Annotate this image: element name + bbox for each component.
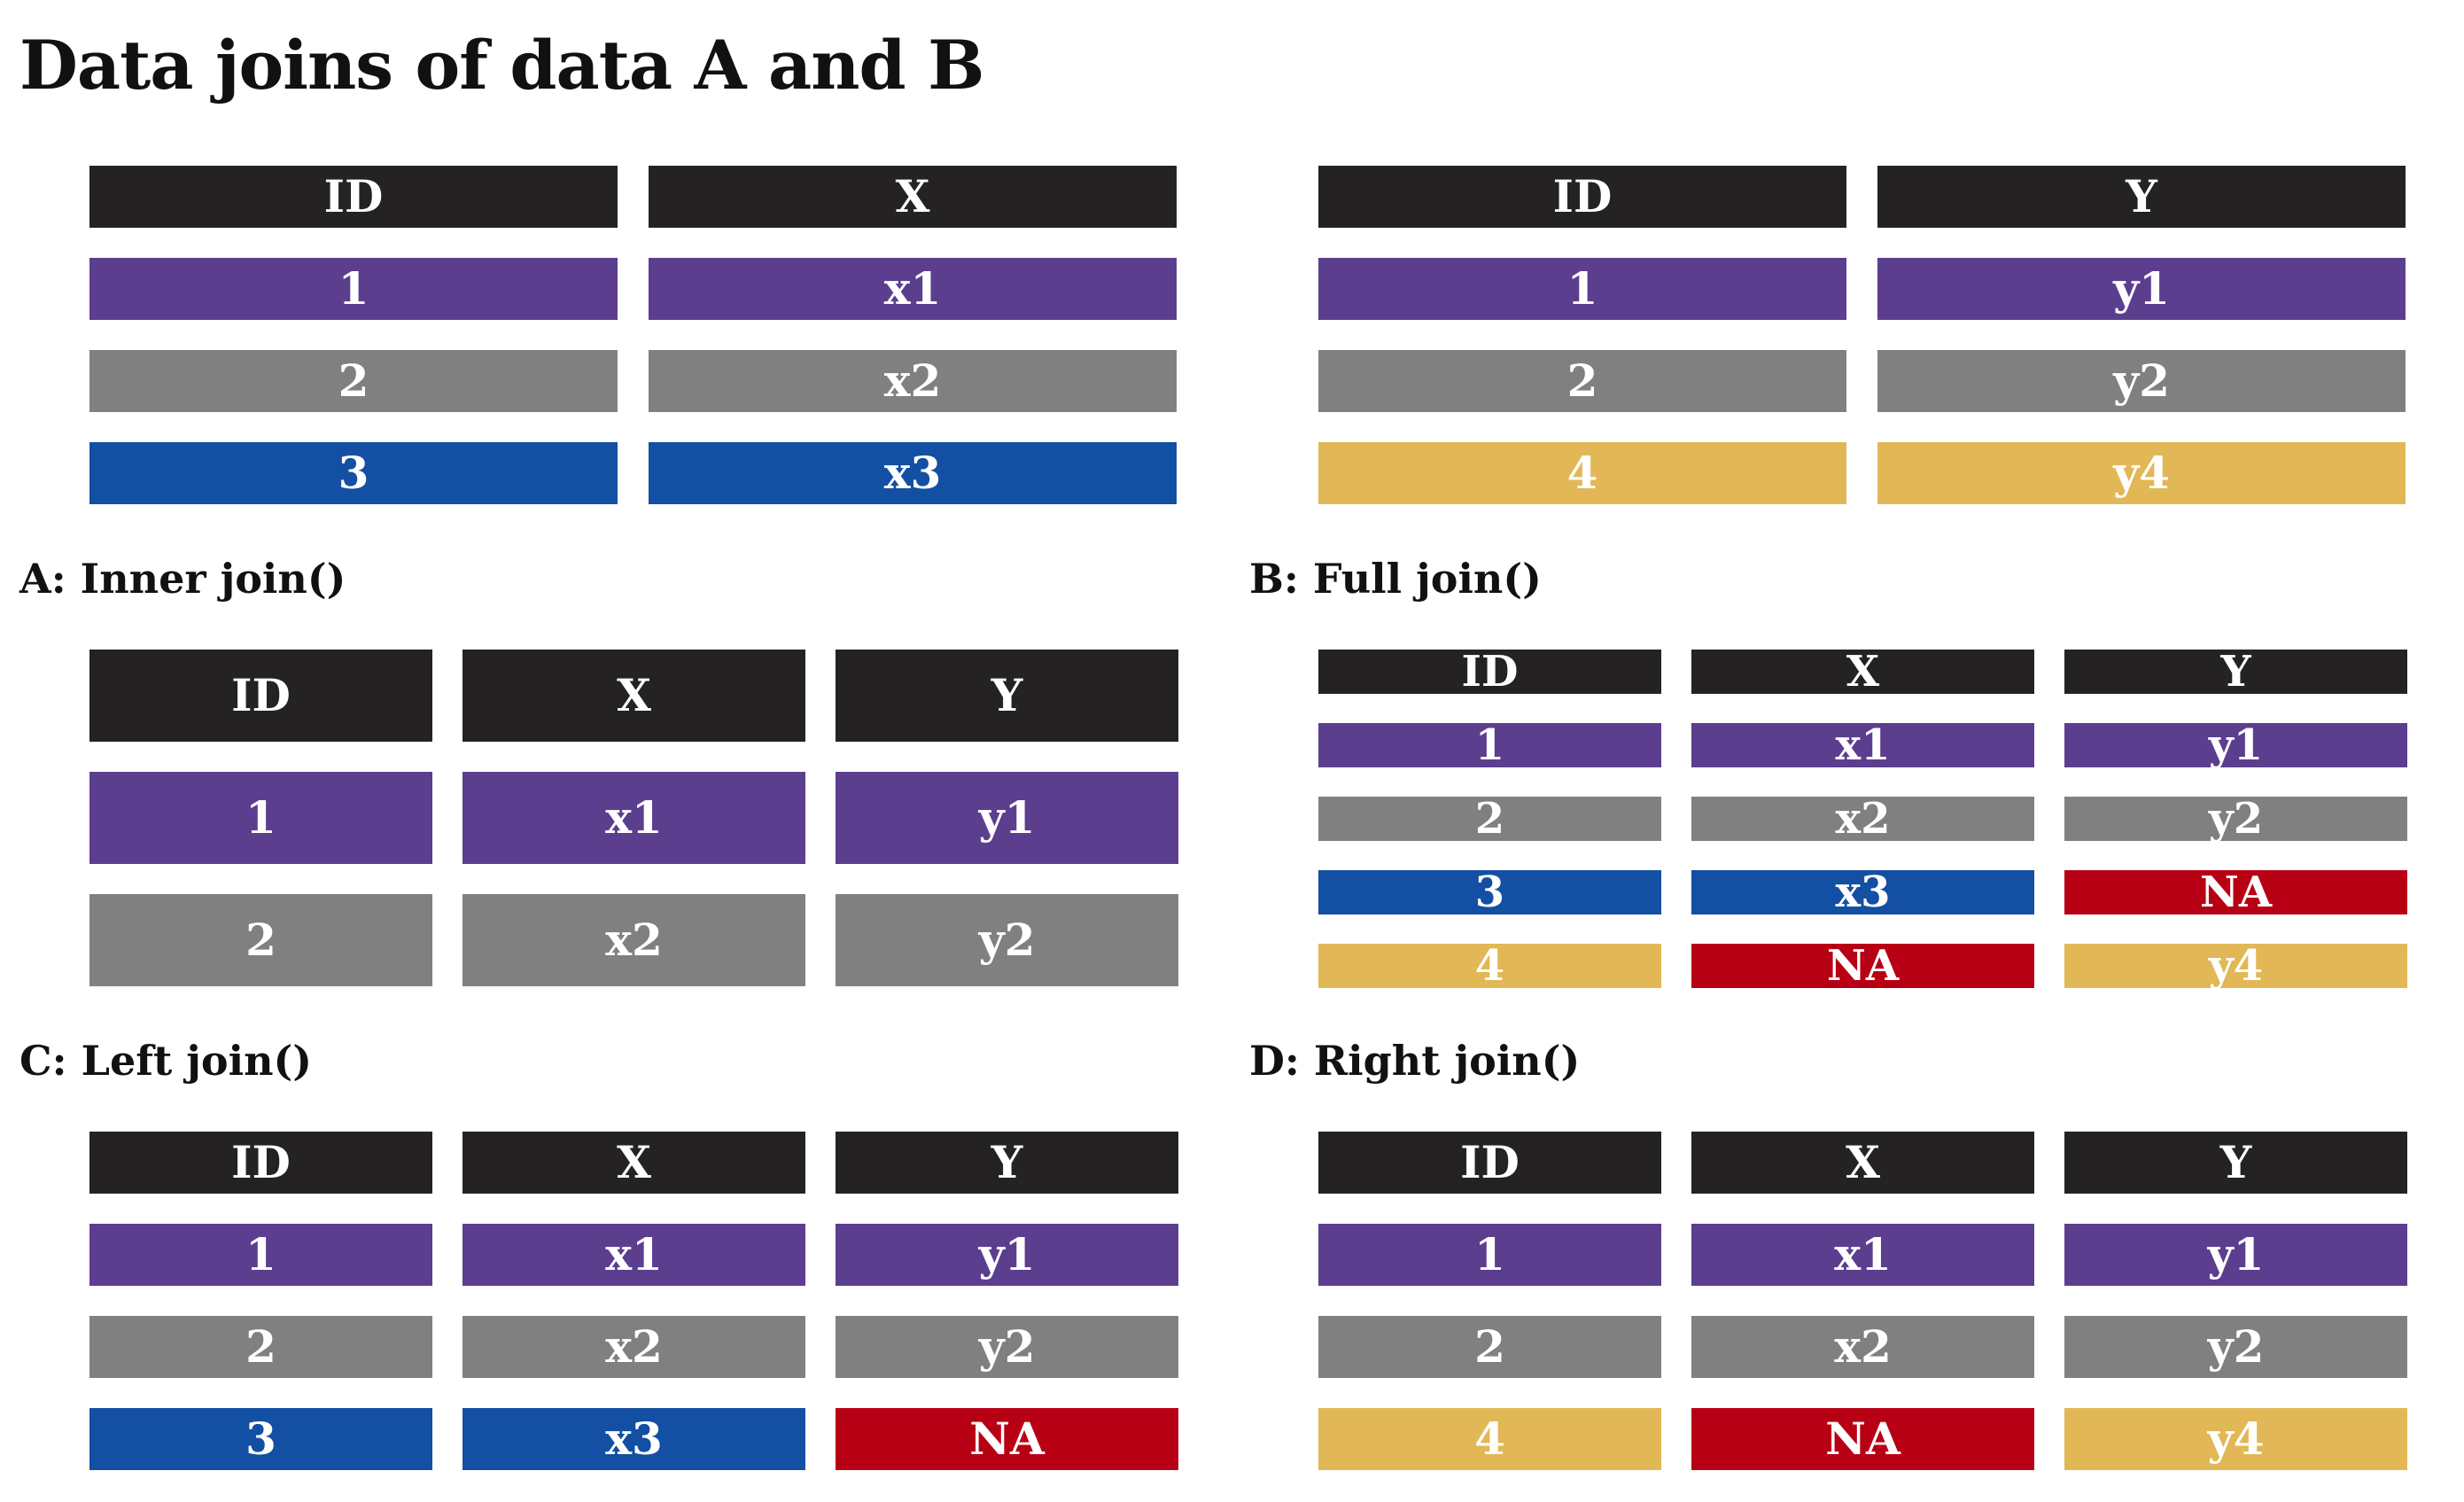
table-cell: y1 [1877,258,2406,320]
table-cell: x3 [1691,870,2034,914]
table-cell: 3 [89,442,618,504]
header-cell-y: Y [836,650,1178,742]
na-cell: NA [836,1408,1178,1470]
table-cell: x1 [649,258,1177,320]
table-cell: x1 [1691,1224,2034,1286]
header-cell-x: X [1691,650,2034,694]
na-cell: NA [2064,870,2407,914]
full-join-label: B: Full join() [1249,555,1542,603]
table-cell: x1 [1691,723,2034,767]
table-cell: 4 [1318,442,1846,504]
left-join-label: C: Left join() [19,1037,313,1085]
table-cell: x2 [462,1316,805,1378]
table-cell: 1 [89,258,618,320]
table-cell: y2 [2064,1316,2407,1378]
table-cell: x2 [1691,797,2034,841]
table-cell: 1 [89,772,432,864]
left-join-table: ID X Y 1 x1 y1 2 x2 y2 3 x3 NA [89,1132,1178,1470]
table-cell: 2 [1318,797,1661,841]
header-cell-y: Y [2064,650,2407,694]
table-cell: 2 [1318,1316,1661,1378]
header-cell-id: ID [1318,1132,1661,1194]
header-cell-id: ID [89,1132,432,1194]
data-b-table: ID Y 1 y1 2 y2 4 y4 [1318,166,2406,504]
table-cell: 1 [1318,1224,1661,1286]
table-cell: 2 [89,1316,432,1378]
na-cell: NA [1691,1408,2034,1470]
table-cell: x3 [462,1408,805,1470]
table-cell: y1 [836,1224,1178,1286]
header-cell-id: ID [89,166,618,228]
header-cell-y: Y [836,1132,1178,1194]
right-join-label: D: Right join() [1249,1037,1581,1085]
table-cell: 3 [1318,870,1661,914]
table-cell: 4 [1318,1408,1661,1470]
table-cell: y4 [2064,1408,2407,1470]
table-cell: y2 [1877,350,2406,412]
table-cell: x2 [1691,1316,2034,1378]
header-cell-x: X [462,650,805,742]
table-cell: x3 [649,442,1177,504]
full-join-table: ID X Y 1 x1 y1 2 x2 y2 3 x3 NA 4 NA y4 [1318,650,2407,988]
table-cell: 1 [1318,258,1846,320]
header-cell-id: ID [89,650,432,742]
table-cell: 1 [89,1224,432,1286]
header-cell-y: Y [1877,166,2406,228]
table-cell: x2 [649,350,1177,412]
inner-join-table: ID X Y 1 x1 y1 2 x2 y2 [89,650,1178,986]
page-title: Data joins of data A and B [19,26,984,105]
table-cell: 4 [1318,944,1661,988]
header-cell-y: Y [2064,1132,2407,1194]
table-cell: y1 [2064,723,2407,767]
table-cell: 1 [1318,723,1661,767]
table-cell: y4 [2064,944,2407,988]
table-cell: x1 [462,1224,805,1286]
inner-join-label: A: Inner join() [19,555,346,603]
table-cell: y2 [2064,797,2407,841]
table-cell: 2 [1318,350,1846,412]
table-cell: x2 [462,894,805,986]
table-cell: y1 [836,772,1178,864]
header-cell-id: ID [1318,650,1661,694]
data-a-table: ID X 1 x1 2 x2 3 x3 [89,166,1177,504]
table-cell: 3 [89,1408,432,1470]
right-join-table: ID X Y 1 x1 y1 2 x2 y2 4 NA y4 [1318,1132,2407,1470]
table-cell: 2 [89,894,432,986]
table-cell: 2 [89,350,618,412]
table-cell: y2 [836,894,1178,986]
table-cell: y1 [2064,1224,2407,1286]
header-cell-x: X [1691,1132,2034,1194]
table-cell: y4 [1877,442,2406,504]
na-cell: NA [1691,944,2034,988]
header-cell-x: X [462,1132,805,1194]
table-cell: y2 [836,1316,1178,1378]
header-cell-id: ID [1318,166,1846,228]
table-cell: x1 [462,772,805,864]
header-cell-x: X [649,166,1177,228]
